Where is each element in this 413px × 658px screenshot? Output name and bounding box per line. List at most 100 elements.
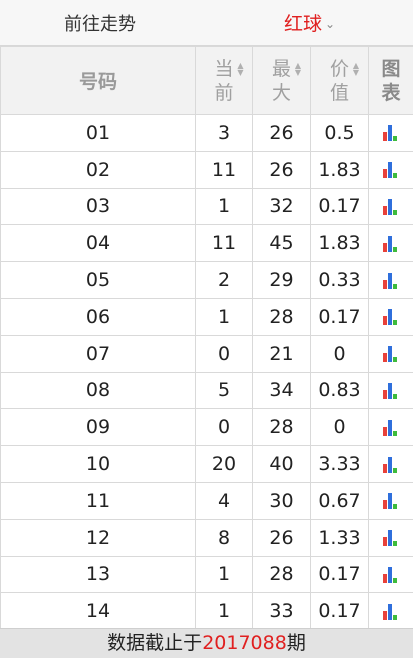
cell-chart — [368, 187, 413, 226]
cell-current: 11 — [195, 150, 253, 189]
cell-max: 29 — [252, 261, 311, 299]
cell-chart — [368, 334, 413, 373]
cell-number: 12 — [0, 518, 196, 557]
cell-current: 8 — [195, 518, 253, 557]
bar-chart-icon[interactable] — [383, 346, 399, 363]
bar-chart-icon[interactable] — [383, 309, 399, 326]
bar-chart-icon[interactable] — [383, 272, 399, 289]
cell-chart — [368, 261, 413, 299]
cell-value: 0.5 — [310, 114, 369, 152]
ball-type-label: 红球 — [284, 13, 323, 35]
cell-current: 0 — [195, 408, 253, 447]
cell-current: 1 — [195, 187, 253, 226]
bar-chart-icon[interactable] — [383, 162, 399, 179]
header-number[interactable]: 号码 — [0, 46, 196, 115]
cell-number: 09 — [0, 408, 196, 447]
cell-number: 02 — [0, 150, 196, 189]
cell-value: 0.33 — [310, 261, 369, 299]
cell-number: 07 — [0, 334, 196, 373]
bar-chart-icon[interactable] — [383, 493, 399, 510]
cell-chart — [368, 114, 413, 152]
table-row: 09 0 28 0 — [0, 408, 413, 447]
bar-chart-icon[interactable] — [383, 530, 399, 547]
cell-current: 1 — [195, 592, 253, 631]
cell-chart — [368, 297, 413, 336]
cell-number: 08 — [0, 371, 196, 410]
table-row: 10 20 40 3.33 — [0, 445, 413, 483]
sort-icon: ▲ ▼ — [294, 60, 301, 77]
chevron-down-icon: ⌄ — [325, 17, 336, 31]
bar-chart-icon[interactable] — [383, 125, 399, 142]
cell-chart — [368, 555, 413, 594]
cell-current: 4 — [195, 481, 253, 520]
bar-chart-icon[interactable] — [383, 566, 399, 583]
cell-max: 40 — [252, 445, 311, 483]
cell-chart — [368, 224, 413, 263]
cell-current: 5 — [195, 371, 253, 410]
cell-value: 0.67 — [310, 481, 369, 520]
cell-value: 0 — [310, 408, 369, 447]
bar-chart-icon[interactable] — [383, 419, 399, 436]
trend-nav-link[interactable]: 前往走势 — [64, 14, 136, 35]
cell-current: 3 — [195, 114, 253, 152]
cell-max: 21 — [252, 334, 311, 373]
cell-value: 0 — [310, 334, 369, 373]
table-row: 01 3 26 0.5 — [0, 114, 413, 152]
table-row: 03 1 32 0.17 — [0, 187, 413, 226]
bar-chart-icon[interactable] — [383, 235, 399, 252]
cell-current: 0 — [195, 334, 253, 373]
cell-value: 1.83 — [310, 224, 369, 263]
table-row: 13 1 28 0.17 — [0, 555, 413, 594]
header-current[interactable]: 当前 ▲ ▼ — [195, 46, 253, 115]
cell-max: 26 — [252, 114, 311, 152]
cell-chart — [368, 518, 413, 557]
table-header-row: 号码 当前 ▲ ▼ 最大 ▲ ▼ 价值 ▲ ▼ 图表 — [0, 46, 413, 115]
sort-icon: ▲ ▼ — [237, 60, 244, 77]
cell-value: 0.17 — [310, 555, 369, 594]
cell-value: 0.17 — [310, 592, 369, 631]
table-row: 14 1 33 0.17 — [0, 592, 413, 631]
table-row: 02 11 26 1.83 — [0, 150, 413, 189]
table-row: 07 0 21 0 — [0, 334, 413, 373]
table-row: 08 5 34 0.83 — [0, 371, 413, 410]
data-cutoff-footer: 数据截止于2017088期 — [0, 628, 413, 658]
ball-type-dropdown[interactable]: 红球 ⌄ — [284, 9, 335, 36]
cell-max: 32 — [252, 187, 311, 226]
cell-chart — [368, 592, 413, 631]
cell-max: 28 — [252, 297, 311, 336]
sort-icon: ▲ ▼ — [352, 60, 359, 77]
cell-number: 01 — [0, 114, 196, 152]
cell-value: 3.33 — [310, 445, 369, 483]
cell-value: 0.17 — [310, 187, 369, 226]
cell-number: 14 — [0, 592, 196, 631]
table-row: 11 4 30 0.67 — [0, 481, 413, 520]
cell-chart — [368, 150, 413, 189]
header-value[interactable]: 价值 ▲ ▼ — [310, 46, 369, 115]
cell-current: 11 — [195, 224, 253, 263]
bar-chart-icon[interactable] — [383, 198, 399, 215]
bar-chart-icon[interactable] — [383, 382, 399, 399]
cell-chart — [368, 408, 413, 447]
bar-chart-icon[interactable] — [383, 456, 399, 473]
cell-number: 04 — [0, 224, 196, 263]
cell-max: 33 — [252, 592, 311, 631]
cell-value: 1.33 — [310, 518, 369, 557]
cell-number: 06 — [0, 297, 196, 336]
cell-max: 45 — [252, 224, 311, 263]
cell-current: 1 — [195, 555, 253, 594]
cell-chart — [368, 371, 413, 410]
cell-value: 0.83 — [310, 371, 369, 410]
cell-current: 20 — [195, 445, 253, 483]
header-chart: 图表 — [368, 46, 413, 115]
cell-max: 28 — [252, 555, 311, 594]
bar-chart-icon[interactable] — [383, 603, 399, 620]
cell-number: 03 — [0, 187, 196, 226]
table-row: 05 2 29 0.33 — [0, 261, 413, 299]
cell-max: 34 — [252, 371, 311, 410]
issue-number: 2017088 — [202, 632, 287, 654]
cell-current: 2 — [195, 261, 253, 299]
table-row: 06 1 28 0.17 — [0, 297, 413, 336]
table-row: 04 11 45 1.83 — [0, 224, 413, 263]
cell-value: 1.83 — [310, 150, 369, 189]
header-max[interactable]: 最大 ▲ ▼ — [252, 46, 311, 115]
